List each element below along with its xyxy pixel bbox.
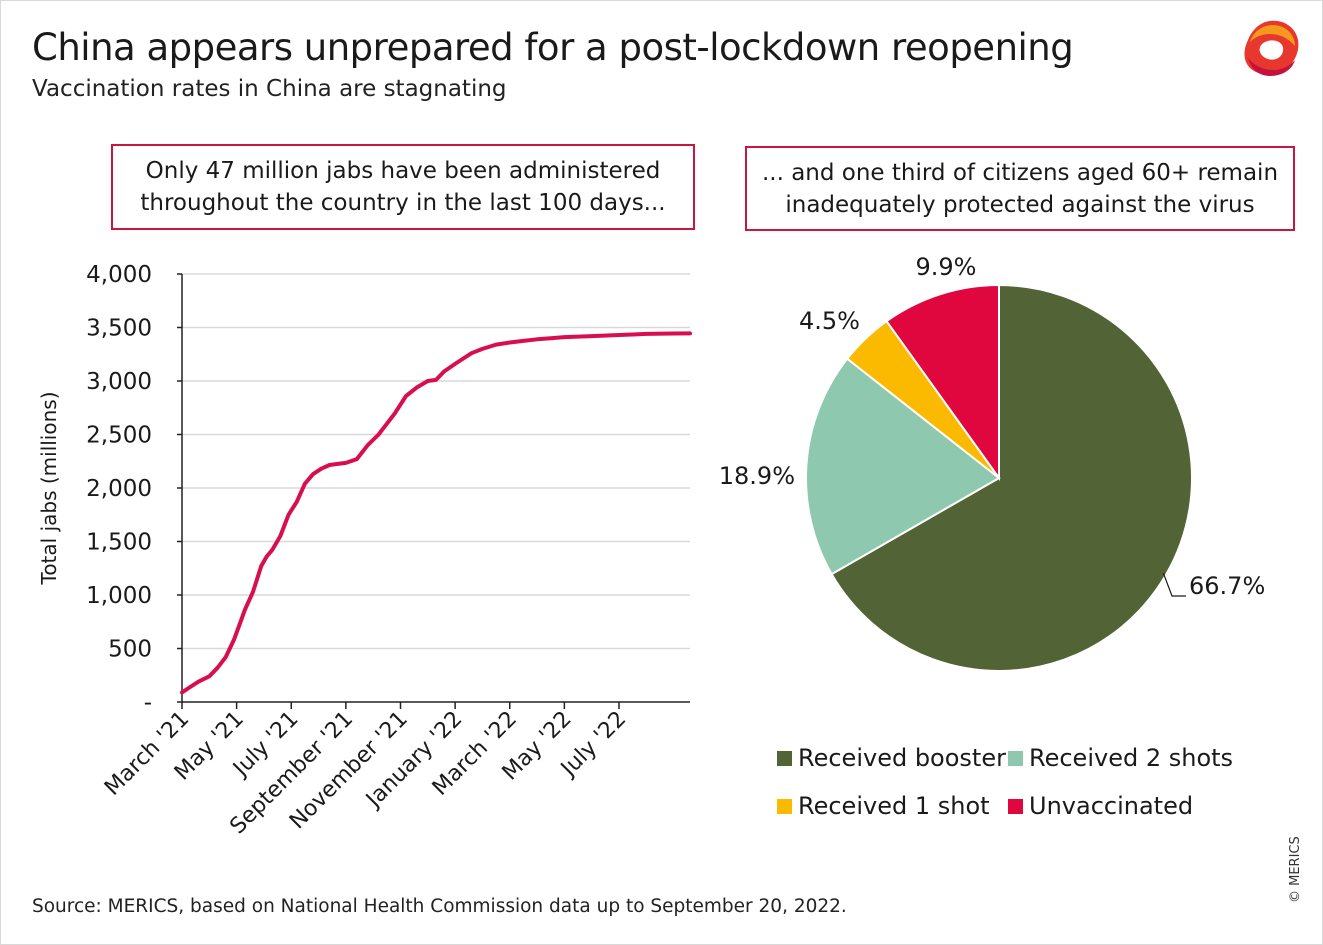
callout-left-text: Only 47 million jabs have been administe… — [140, 158, 666, 216]
y-tick-label: 2,000 — [86, 476, 152, 502]
legend-label-two-shots: Received 2 shots — [1029, 744, 1234, 772]
y-tick-label: 4,000 — [86, 262, 152, 288]
y-tick-label: 3,500 — [86, 316, 152, 342]
pie-slice-unvaccinated — [885, 283, 1000, 482]
pie-label-booster: 66.7% — [1189, 572, 1265, 600]
y-tick-label: 2,500 — [86, 423, 152, 449]
legend-swatch-unvaccinated — [1008, 798, 1023, 814]
legend-swatch-one-shot — [777, 798, 792, 814]
y-axis-label: Total jabs (millions) — [37, 392, 61, 586]
legend-item-two-shots: Received 2 shots — [1008, 744, 1233, 772]
y-tick-label: 1,000 — [86, 583, 152, 609]
page-subtitle: Vaccination rates in China are stagnatin… — [32, 76, 507, 102]
series-line-total-jabs — [180, 331, 692, 695]
source-note: Source: MERICS, based on National Health… — [32, 896, 847, 917]
legend-item-booster: Received booster — [777, 744, 1006, 772]
legend-label-booster: Received booster — [798, 744, 1006, 772]
callout-left: Only 47 million jabs have been administe… — [111, 144, 695, 230]
pie-label-two-shots: 18.9% — [719, 462, 795, 490]
callout-right-text: ... and one third of citizens aged 60+ r… — [761, 159, 1279, 218]
legend-swatch-two-shots — [1008, 750, 1023, 766]
pie-slice-booster — [830, 283, 1193, 672]
merics-logo — [1244, 20, 1299, 76]
pie-label-one-shot: 4.5% — [799, 307, 860, 335]
legend-swatch-booster — [777, 750, 792, 766]
page-title: China appears unprepared for a post-lock… — [32, 26, 1074, 69]
y-tick-label: - — [144, 690, 152, 716]
pie-label-unvaccinated: 9.9% — [916, 253, 977, 281]
y-tick-label: 3,000 — [86, 369, 152, 395]
legend-item-unvaccinated: Unvaccinated — [1008, 792, 1193, 820]
y-tick-label: 1,500 — [86, 530, 152, 556]
copyright-note: © MERICS — [1288, 836, 1303, 903]
legend-item-one-shot: Received 1 shot — [777, 792, 990, 820]
legend-label-unvaccinated: Unvaccinated — [1029, 792, 1194, 820]
pie-slice-two-shots — [805, 357, 1001, 576]
legend-label-one-shot: Received 1 shot — [798, 792, 990, 820]
pie-leader-line — [1162, 572, 1186, 597]
y-tick-label: 500 — [108, 637, 152, 663]
callout-right: ... and one third of citizens aged 60+ r… — [745, 146, 1295, 231]
